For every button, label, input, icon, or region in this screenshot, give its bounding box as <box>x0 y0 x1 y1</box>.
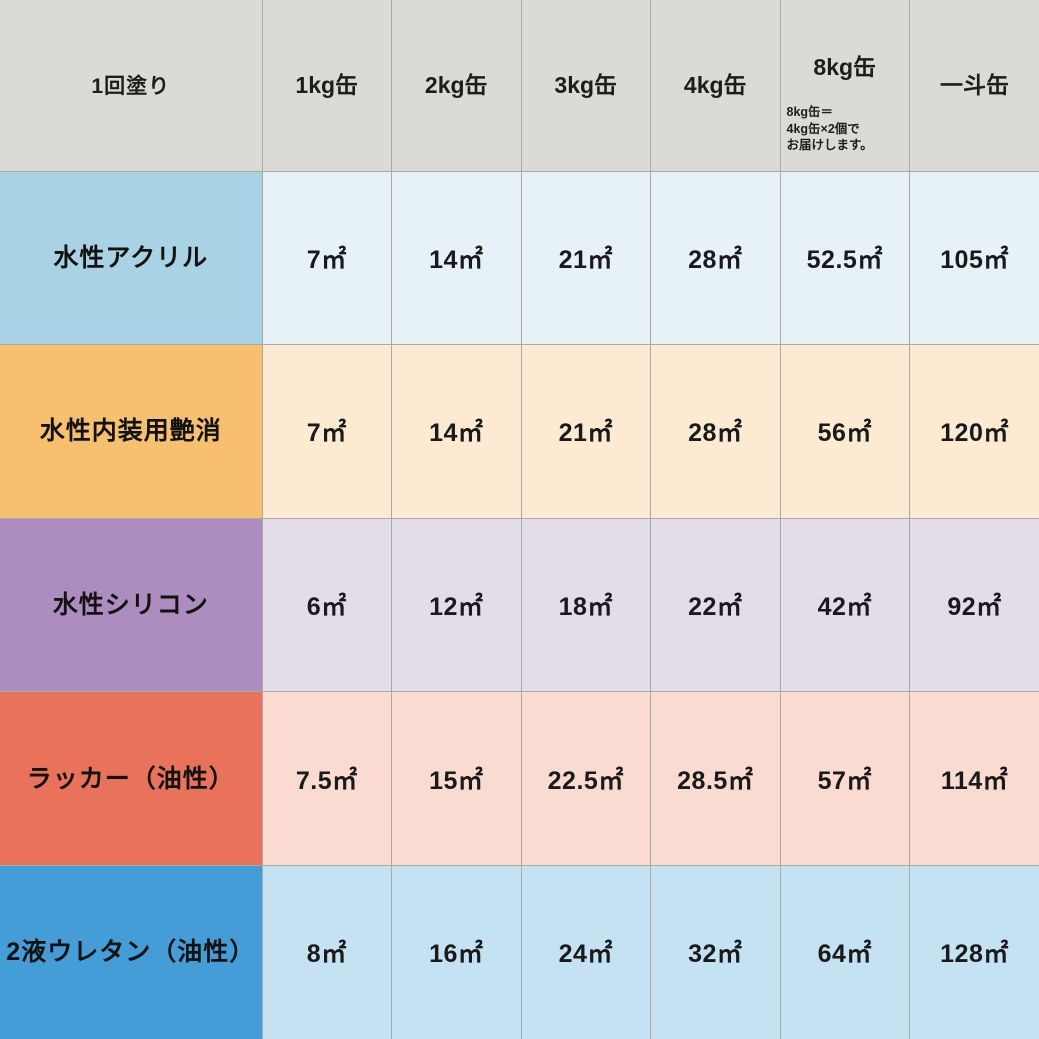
cell-acrylic-3kg: 21㎡ <box>520 170 651 346</box>
cell-lacquer-3kg: 22.5㎡ <box>520 691 651 866</box>
cell-acrylic-8kg: 52.5㎡ <box>779 170 910 346</box>
header-col-8kg: 8kg缶 8kg缶＝ 4kg缶×2個で お届けします。 <box>779 0 910 172</box>
table-row: ラッカー（油性） 7.5㎡ 15㎡ 22.5㎡ 28.5㎡ 57㎡ 114㎡ <box>0 691 1039 866</box>
header-col-3kg-label: 3kg缶 <box>554 71 618 98</box>
cell-interior-matte-2kg: 14㎡ <box>391 344 522 519</box>
cell-silicone-2kg: 12㎡ <box>391 517 522 693</box>
cell-2k-urethane-4kg: 32㎡ <box>650 864 781 1039</box>
cell-silicone-3kg: 18㎡ <box>520 517 651 693</box>
table-row: 水性内装用艶消 7㎡ 14㎡ 21㎡ 28㎡ 56㎡ 120㎡ <box>0 344 1039 519</box>
header-col-3kg: 3kg缶 <box>520 0 651 172</box>
row-label-lacquer: ラッカー（油性） <box>0 691 263 866</box>
table-body: 水性アクリル 7㎡ 14㎡ 21㎡ 28㎡ 52.5㎡ 105㎡ 水性内装用艶消… <box>0 170 1039 1039</box>
cell-lacquer-4kg: 28.5㎡ <box>650 691 781 866</box>
cell-acrylic-1kg: 7㎡ <box>261 170 392 346</box>
header-col-itto-label: 一斗缶 <box>940 71 1009 98</box>
row-label-2k-urethane: 2液ウレタン（油性） <box>0 864 263 1039</box>
cell-silicone-itto: 92㎡ <box>909 517 1039 693</box>
row-label-interior-matte: 水性内装用艶消 <box>0 344 263 519</box>
cell-2k-urethane-1kg: 8㎡ <box>261 864 392 1039</box>
cell-interior-matte-4kg: 28㎡ <box>650 344 781 519</box>
header-col-4kg-label: 4kg缶 <box>683 71 747 98</box>
table-row: 水性シリコン 6㎡ 12㎡ 18㎡ 22㎡ 42㎡ 92㎡ <box>0 517 1039 693</box>
cell-2k-urethane-itto: 128㎡ <box>909 864 1039 1039</box>
row-label-silicone: 水性シリコン <box>0 517 263 693</box>
cell-2k-urethane-3kg: 24㎡ <box>520 864 651 1039</box>
cell-lacquer-8kg: 57㎡ <box>779 691 910 866</box>
header-col-1kg: 1kg缶 <box>261 0 392 172</box>
cell-interior-matte-1kg: 7㎡ <box>261 344 392 519</box>
cell-lacquer-1kg: 7.5㎡ <box>261 691 392 866</box>
cell-acrylic-itto: 105㎡ <box>909 170 1039 346</box>
cell-acrylic-4kg: 28㎡ <box>650 170 781 346</box>
row-label-acrylic: 水性アクリル <box>0 170 263 346</box>
cell-lacquer-itto: 114㎡ <box>909 691 1039 866</box>
cell-2k-urethane-2kg: 16㎡ <box>391 864 522 1039</box>
header-col-2kg-label: 2kg缶 <box>424 71 488 98</box>
header-col-4kg: 4kg缶 <box>650 0 781 172</box>
header-corner-label: 1回塗り <box>0 0 263 172</box>
table-row: 2液ウレタン（油性） 8㎡ 16㎡ 24㎡ 32㎡ 64㎡ 128㎡ <box>0 864 1039 1039</box>
cell-interior-matte-3kg: 21㎡ <box>520 344 651 519</box>
cell-silicone-8kg: 42㎡ <box>779 517 910 693</box>
cell-2k-urethane-8kg: 64㎡ <box>779 864 910 1039</box>
cell-silicone-1kg: 6㎡ <box>261 517 392 693</box>
cell-silicone-4kg: 22㎡ <box>650 517 781 693</box>
table-header: 1回塗り 1kg缶 2kg缶 3kg缶 4kg缶 8kg缶 8kg缶＝ 4kg缶… <box>0 0 1039 172</box>
cell-lacquer-2kg: 15㎡ <box>391 691 522 866</box>
table-row: 水性アクリル 7㎡ 14㎡ 21㎡ 28㎡ 52.5㎡ 105㎡ <box>0 170 1039 346</box>
header-col-2kg: 2kg缶 <box>391 0 522 172</box>
header-col-8kg-label: 8kg缶 <box>813 53 877 80</box>
header-col-8kg-note: 8kg缶＝ 4kg缶×2個で お届けします。 <box>786 105 873 152</box>
header-row: 1回塗り 1kg缶 2kg缶 3kg缶 4kg缶 8kg缶 8kg缶＝ 4kg缶… <box>0 0 1039 172</box>
cell-interior-matte-8kg: 56㎡ <box>779 344 910 519</box>
cell-interior-matte-itto: 120㎡ <box>909 344 1039 519</box>
header-col-itto: 一斗缶 <box>909 0 1039 172</box>
cell-acrylic-2kg: 14㎡ <box>391 170 522 346</box>
header-col-1kg-label: 1kg缶 <box>295 71 359 98</box>
